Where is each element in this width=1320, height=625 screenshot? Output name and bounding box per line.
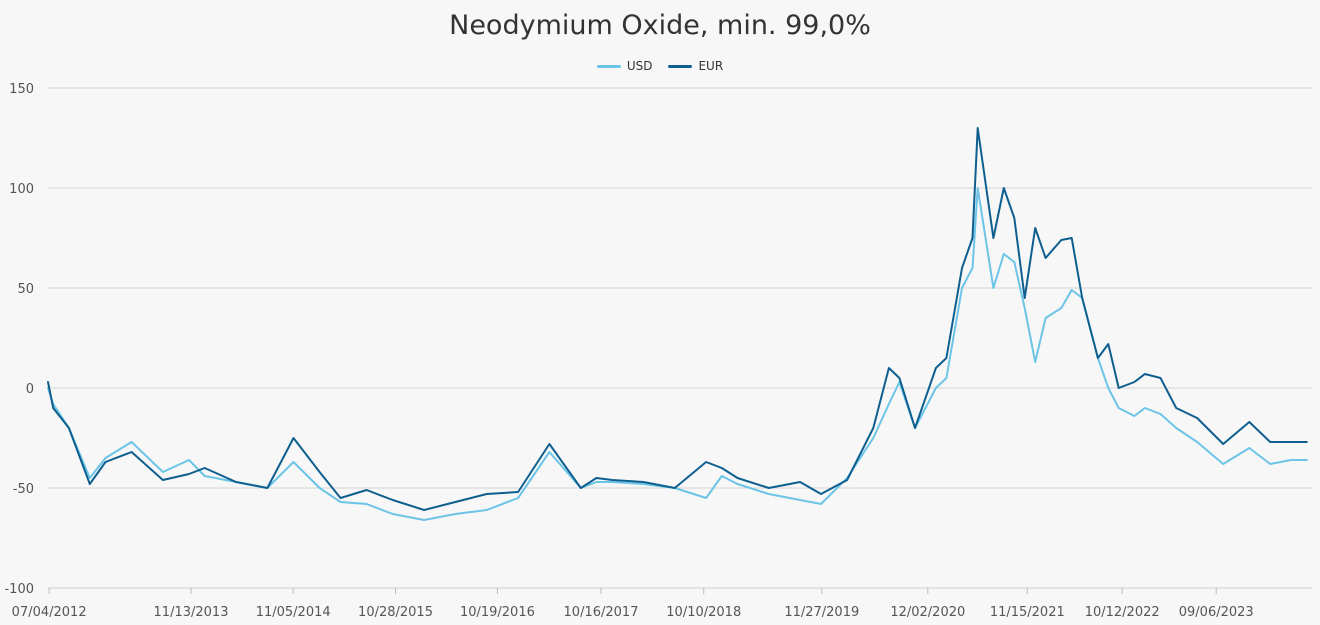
y-tick-label: 100 [9, 182, 34, 197]
x-tick-label: 10/12/2022 [1085, 605, 1160, 620]
legend-item-usd[interactable]: USD [596, 59, 653, 73]
x-tick-label: 10/28/2015 [358, 605, 433, 620]
x-tick-label: 12/02/2020 [890, 605, 965, 620]
y-tick-label: 50 [17, 282, 34, 297]
y-tick-label: 150 [9, 82, 34, 97]
legend-label-usd: USD [626, 59, 653, 73]
series-line-usd [47, 187, 1308, 521]
x-tick-label: 10/19/2016 [460, 605, 535, 620]
series-line-eur [47, 127, 1308, 511]
legend-swatch-eur [668, 64, 693, 68]
x-tick-label: 10/10/2018 [666, 605, 741, 620]
legend-swatch-usd [596, 64, 621, 68]
legend-item-eur[interactable]: EUR [668, 59, 723, 73]
x-tick-label: 07/04/2012 [12, 605, 87, 620]
y-tick-label: 0 [26, 382, 34, 397]
chart-title: Neodymium Oxide, min. 99,0% [449, 10, 871, 41]
x-tick-label: 11/05/2014 [256, 605, 331, 620]
x-tick-label: 09/06/2023 [1179, 605, 1254, 620]
x-tick-label: 10/16/2017 [564, 605, 639, 620]
legend-label-eur: EUR [698, 59, 724, 73]
x-tick-label: 11/15/2021 [990, 605, 1065, 620]
legend: USD EUR [0, 59, 1320, 73]
y-tick-label: -50 [13, 482, 34, 497]
x-tick-label: 11/27/2019 [784, 605, 859, 620]
y-tick-label: -100 [4, 582, 34, 597]
x-tick-label: 11/13/2013 [154, 605, 229, 620]
